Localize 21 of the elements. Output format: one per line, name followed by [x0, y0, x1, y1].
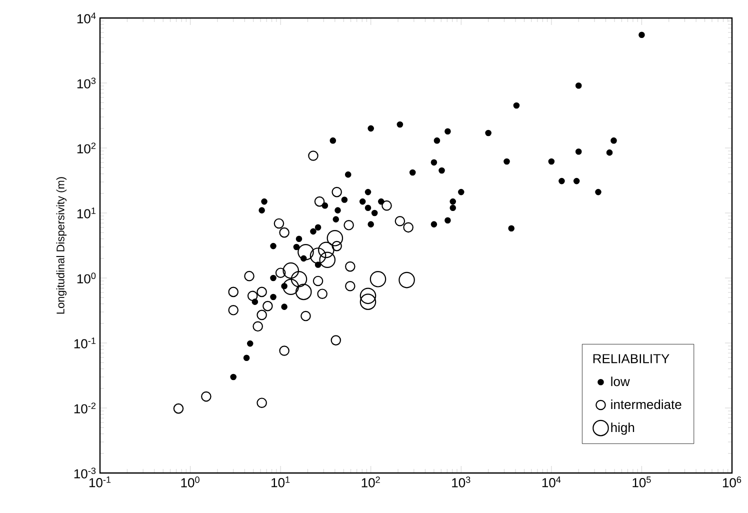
x-tick-label: 10$^{3}$ [452, 476, 470, 488]
legend-label: intermediate [611, 400, 682, 410]
x-tick-label: 10$^{2}$ [362, 476, 380, 488]
y-tick-label: 10$^{0}$ [77, 272, 96, 284]
x-tick-label: 10$^{4}$ [542, 476, 561, 488]
x-tick-label: 10$^{6}$ [722, 476, 742, 488]
y-tick-label: 10$^{-2}$ [74, 402, 96, 414]
y-tick-label: 10$^{-3}$ [74, 468, 96, 478]
legend-title: RELIABILITY [593, 354, 670, 364]
y-axis-title: Longitudinal Dispersivity (m) [56, 177, 67, 314]
x-tick-label: 10$^{0}$ [181, 476, 200, 488]
x-tick-label: 10$^{5}$ [632, 476, 651, 488]
legend-label: high [611, 422, 634, 435]
y-tick-label: 10$^{2}$ [77, 142, 96, 154]
legend-label: low [611, 376, 630, 386]
y-tick-label: 10$^{4}$ [77, 12, 96, 24]
y-tick-label: 10$^{1}$ [77, 208, 96, 218]
y-tick-label: 10$^{-1}$ [74, 338, 96, 348]
x-tick-label: 10$^{-1}$ [89, 476, 111, 488]
x-tick-label: 10$^{1}$ [272, 476, 290, 488]
y-tick-label: 10$^{3}$ [77, 78, 96, 88]
